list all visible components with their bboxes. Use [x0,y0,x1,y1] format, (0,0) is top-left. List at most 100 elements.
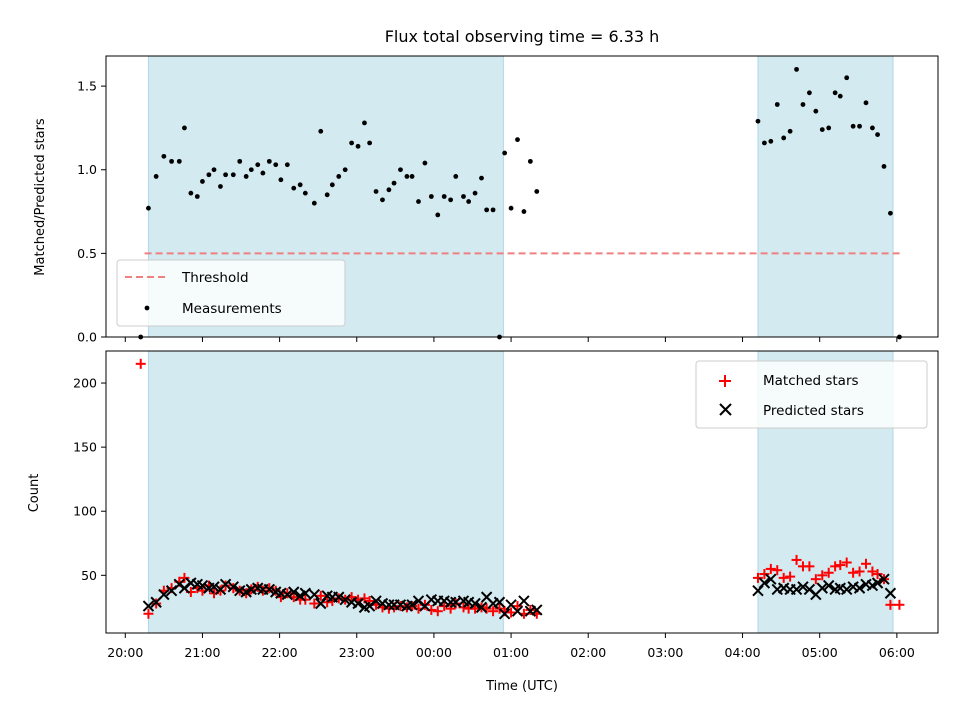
measurement-point [484,207,490,213]
measurement-point [807,90,812,96]
matched-star-point [445,603,456,614]
predicted-star-point [370,595,382,607]
predicted-star-point [511,605,524,617]
predicted-marker-b [765,573,777,585]
measurement-point [794,66,799,72]
measurement-point [832,90,838,96]
measurement-point [870,125,875,131]
predicted-legend-label: Predicted stars [763,403,864,419]
predicted-marker-b [383,599,395,611]
threshold-legend-label: Threshold [181,270,249,286]
matched-star-point [778,572,789,583]
predicted-star-point [765,573,777,585]
matched-star-point [791,554,802,565]
x-tick-label: 04:00 [725,645,761,660]
predicted-star-point [196,579,209,592]
bottom-y-axis-label: Count [27,474,42,513]
matched-star-point [804,561,815,572]
y-tick-label: 1.0 [77,162,97,177]
measurement-point [813,108,819,114]
predicted-marker-b [777,582,790,594]
measurement-point [453,174,459,179]
measurement-point [404,174,410,179]
predicted-star-point [263,583,276,596]
predicted-marker-b [860,578,872,590]
predicted-marker-b [834,582,846,594]
predicted-marker-b [263,583,276,596]
top-legend-box [116,259,346,327]
predicted-marker-b [219,578,232,590]
matched-star-point [835,560,846,571]
predicted-marker-b [803,583,816,596]
predicted-star-point [469,597,481,610]
predicted-marker-b [185,577,197,589]
measurement-point [260,170,266,176]
predicted-marker-b [469,597,481,610]
measurement-point [416,199,421,204]
matched-star-point [488,606,499,617]
predicted-star-point [352,597,364,610]
matched-star-point [364,595,375,606]
y-tick-label: 150 [73,440,97,455]
predicted-star-point [475,601,488,614]
y-tick-label: 200 [73,376,97,391]
predicted-star-point [142,600,155,612]
measurement-point [875,132,880,138]
y-tick-label: 50 [81,568,97,583]
measurement-point [367,140,373,146]
x-tick-label: 23:00 [339,645,375,660]
predicted-marker-b [406,599,418,611]
measurement-point [278,177,284,183]
predicted-marker-b [339,593,351,606]
bottom-x-ticks: 20:00 21:00 22:00 23:00 00:00 01:00 02:00 03:00… [107,633,915,660]
matched-star-point [823,567,834,578]
predicted-marker-b [816,582,828,594]
predicted-marker-b [158,588,170,601]
measurement-point [380,197,385,203]
predicted-marker-b [321,590,333,602]
predicted-star-point [444,596,457,608]
matched-star-point [135,358,146,369]
y-tick-label: 100 [73,504,97,519]
matched-star-point [885,599,896,610]
predicted-star-point [288,586,300,598]
bottom-y-ticks: 50 100 150 200 [73,376,106,583]
predicted-marker-b [376,597,389,610]
predicted-star-point [884,587,897,599]
matched-star-point [432,606,443,617]
predicted-marker-b [847,581,859,593]
predicted-star-point [383,599,395,611]
matched-star-point [309,598,320,609]
measurement-point [800,102,806,107]
predicted-marker-b [462,596,475,608]
predicted-marker-b [227,581,240,593]
matched-star-point [872,569,883,580]
measurement-point [837,93,843,99]
measurement-point [768,138,774,144]
x-tick-label: 06:00 [879,645,915,660]
matched-legend-swatch [719,375,731,387]
measurement-point [176,158,182,164]
predicted-marker-b [438,595,450,607]
measurement-point [826,125,832,131]
measurement-point [466,199,472,204]
matched-star-point [810,574,821,585]
predicted-star-point [758,577,771,589]
predicted-marker-b [884,587,897,599]
predicted-marker-b [142,600,155,612]
measurement-point [200,179,205,184]
measurement-point [422,160,428,166]
measurement-point [844,75,850,81]
y-tick-label: 0.0 [77,330,97,345]
measurement-point [146,205,151,211]
measurement-point [534,189,540,194]
predicted-star-point [406,599,418,611]
matched-star-point [470,603,481,614]
predicted-star-point [840,583,853,596]
predicted-marker-b [871,577,884,589]
measurement-point [479,175,484,181]
predicted-marker-b [252,582,264,594]
x-tick-label: 02:00 [570,645,606,660]
measurement-point [774,102,780,107]
